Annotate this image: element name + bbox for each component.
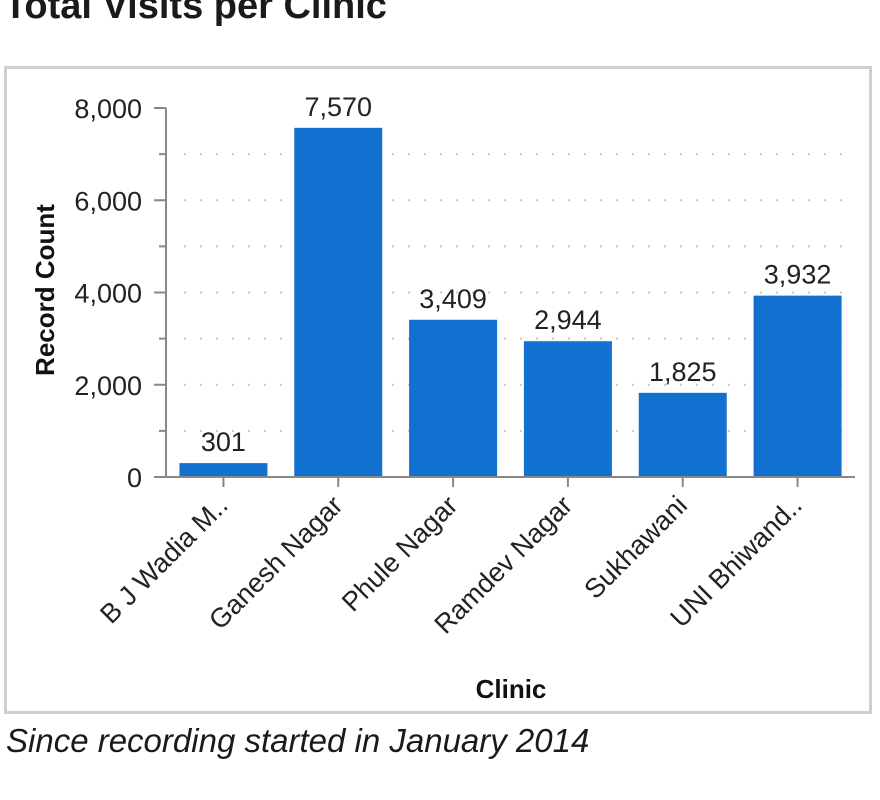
bars <box>179 127 842 478</box>
gridlines <box>184 153 843 432</box>
y-tick-label: 6,000 <box>74 186 142 216</box>
bar-value-label: 3,932 <box>764 260 832 290</box>
bar <box>409 319 498 477</box>
bar-value-label: 2,944 <box>534 305 602 335</box>
y-tick-label: 8,000 <box>74 94 142 124</box>
chart-caption: Since recording started in January 2014 <box>6 722 590 759</box>
x-tick-label: Phule Nagar <box>336 490 463 617</box>
bar <box>638 392 727 477</box>
y-tick-label: 2,000 <box>74 371 142 401</box>
bar-value-label: 301 <box>201 427 246 457</box>
bar-value-label: 7,570 <box>304 92 372 122</box>
y-tick-label: 4,000 <box>74 279 142 309</box>
bar-value-label: 1,825 <box>649 357 717 387</box>
bar-value-label: 3,409 <box>419 284 487 314</box>
bar <box>523 341 612 477</box>
y-tick-label: 0 <box>127 463 142 493</box>
page-title: Total Visits per Clinic <box>4 0 387 27</box>
bar <box>753 295 842 477</box>
bar <box>294 127 383 478</box>
y-axis-title: Record Count <box>30 204 60 376</box>
x-axis-title: Clinic <box>476 674 547 704</box>
bar <box>179 463 268 477</box>
x-tick-label: Sukhawani <box>578 490 693 605</box>
data-labels: 301 7,570 3,409 2,944 1,825 3,932 <box>201 92 831 457</box>
